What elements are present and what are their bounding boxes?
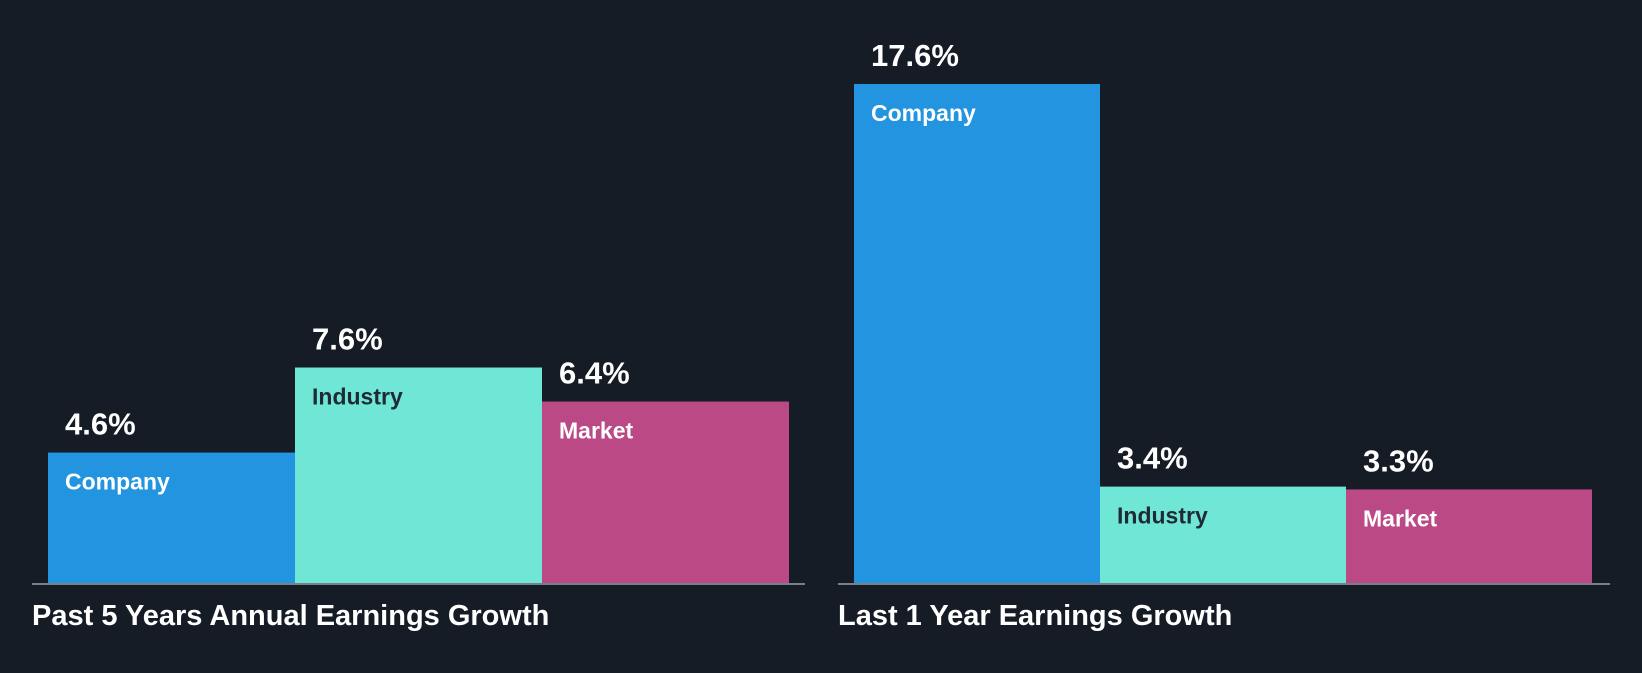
market-category-label: Market bbox=[559, 418, 633, 444]
market-value-label: 6.4% bbox=[559, 356, 630, 391]
industry-value-label: 3.4% bbox=[1117, 441, 1188, 476]
industry-bar bbox=[295, 367, 542, 583]
industry-bar bbox=[1100, 486, 1346, 583]
market-bar bbox=[542, 401, 789, 583]
company-bar bbox=[854, 84, 1100, 583]
market-bar bbox=[1346, 489, 1592, 583]
industry-category-label: Industry bbox=[1117, 503, 1208, 529]
industry-category-label: Industry bbox=[312, 384, 403, 410]
past-5-years-panel: 4.6% Company 7.6% Industry 6.4% Market Past 5 … bbox=[32, 322, 805, 632]
market-category-label: Market bbox=[1363, 505, 1437, 531]
chart-title: Last 1 Year Earnings Growth bbox=[838, 600, 1232, 632]
company-bar bbox=[48, 452, 295, 583]
company-category-label: Company bbox=[65, 469, 170, 495]
company-value-label: 4.6% bbox=[65, 407, 136, 442]
market-value-label: 3.3% bbox=[1363, 443, 1434, 478]
company-value-label: 17.6% bbox=[871, 38, 959, 73]
last-1-year-panel: 17.6% Company 3.4% Industry 3.3% Market Last 1… bbox=[838, 38, 1610, 632]
chart-title: Past 5 Years Annual Earnings Growth bbox=[32, 600, 549, 632]
company-category-label: Company bbox=[871, 100, 976, 126]
industry-value-label: 7.6% bbox=[312, 322, 383, 357]
